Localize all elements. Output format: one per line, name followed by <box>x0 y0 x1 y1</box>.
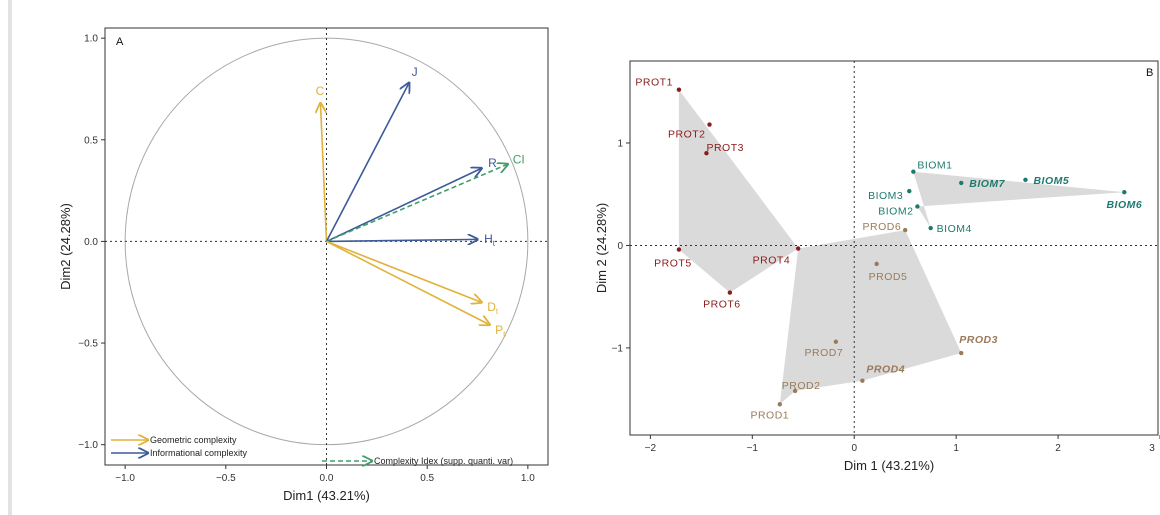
x-tick-label: −2 <box>645 443 657 454</box>
point-prot6 <box>727 290 733 295</box>
panel-b-axis-ticks: −2 −1 0 1 2 3 −1 0 1 <box>612 138 1160 454</box>
x-tick-label: −1 <box>747 443 759 454</box>
vector-label-ci: CI <box>513 152 525 166</box>
hull-biom <box>913 171 1125 228</box>
point-biom3 <box>907 188 912 194</box>
point-label-biom4: BIOM4 <box>937 223 972 235</box>
point-prot1 <box>676 87 682 92</box>
x-tick-label: 2 <box>1055 443 1061 454</box>
point-label-biom1: BIOM1 <box>917 160 952 172</box>
vector-ci <box>326 164 508 243</box>
point-label-prot3: PROT3 <box>706 142 744 154</box>
y-tick-label: 0 <box>617 241 623 252</box>
panel-a-y-axis-title: Dim2 (24.28%) <box>58 203 73 290</box>
point-prod5 <box>874 261 879 267</box>
y-tick-label: 0.5 <box>84 135 98 146</box>
panel-b-label: B <box>1146 67 1153 79</box>
legend-label-geometric: Geometric complexity <box>150 435 237 445</box>
point-biom7 <box>959 180 964 186</box>
y-tick-label: 0.0 <box>84 237 98 248</box>
x-tick-label: −1.0 <box>115 473 135 484</box>
point-label-biom5: BIOM5 <box>1033 175 1069 187</box>
legend-label-informational: Informational complexity <box>150 448 248 458</box>
panel-a-x-axis-title: Dim1 (43.21%) <box>283 488 370 503</box>
x-tick-label: 0 <box>851 443 857 454</box>
panel-b-x-axis-title: Dim 1 (43.21%) <box>844 458 934 473</box>
point-label-prot6: PROT6 <box>703 299 741 311</box>
point-prot2 <box>707 122 712 127</box>
point-label-prot1: PROT1 <box>635 77 673 89</box>
point-label-prod2: PROD2 <box>782 380 821 392</box>
point-prod7 <box>833 339 839 344</box>
vector-pt <box>326 240 490 324</box>
y-tick-label: 1 <box>617 138 623 149</box>
point-prot4 <box>795 246 801 251</box>
point-prod4 <box>860 378 865 383</box>
x-tick-label: 3 <box>1149 443 1155 454</box>
vector-label-ht: Ht <box>484 232 496 248</box>
point-prod6 <box>902 227 908 233</box>
y-tick-label: −0.5 <box>78 339 98 350</box>
point-label-prod4: PROD4 <box>866 364 905 376</box>
panel-a-correlation-circle: −1.0 −0.5 0.0 0.5 1.0 −1.0 −0.5 0.0 0.5 1.0 C J R CI… <box>58 27 549 503</box>
panel-b-y-axis-title: Dim 2 (24.28%) <box>594 203 609 293</box>
y-tick-label: −1 <box>612 343 624 354</box>
legend-label-supplementary: Complexity Idex (supp. quanti. var) <box>374 456 513 466</box>
point-label-prot5: PROT5 <box>654 258 692 270</box>
point-label-prod6: PROD6 <box>863 221 902 233</box>
point-biom6 <box>1122 189 1127 195</box>
panel-a-frame <box>104 27 549 466</box>
point-biom2 <box>915 204 920 209</box>
point-label-prot2: PROT2 <box>668 129 706 141</box>
point-label-biom6: BIOM6 <box>1106 199 1142 211</box>
panel-a-label: A <box>116 36 124 48</box>
point-label-prot4: PROT4 <box>753 255 791 267</box>
point-label-prod5: PROD5 <box>869 271 908 283</box>
panel-a-axis-ticks: −1.0 −0.5 0.0 0.5 1.0 −1.0 −0.5 0.0 0.5 1.0 <box>78 34 535 484</box>
point-prod3 <box>959 350 964 356</box>
vector-c <box>320 103 328 242</box>
point-prod2 <box>792 388 798 394</box>
point-biom1 <box>911 169 916 174</box>
point-prod1 <box>777 402 783 407</box>
panel-b-group-hulls <box>678 89 1125 405</box>
point-prot3 <box>704 151 709 156</box>
vector-label-r: R <box>488 156 497 170</box>
panel-b-reference-lines <box>630 61 1158 435</box>
x-tick-label: 1 <box>953 443 959 454</box>
vector-dt <box>326 240 482 302</box>
x-tick-label: 1.0 <box>521 473 535 484</box>
point-label-biom7: BIOM7 <box>969 178 1005 190</box>
point-label-prod1: PROD1 <box>750 409 789 421</box>
hull-prot <box>678 89 799 293</box>
page-left-edge <box>8 0 12 515</box>
panel-a-vectors: C J R CI Ht Dt Pt <box>316 65 525 339</box>
point-biom4 <box>928 225 933 231</box>
x-tick-label: 0.5 <box>420 473 434 484</box>
point-label-prod7: PROD7 <box>805 347 844 359</box>
panel-b-pca-individuals: −2 −1 0 1 2 3−101 PROT1PROT2PROT3PROT4PROT5PR… <box>594 60 1160 473</box>
x-tick-label: 0.0 <box>320 473 334 484</box>
point-label-prod3: PROD3 <box>959 334 998 346</box>
hull-prod <box>779 230 962 405</box>
point-biom5 <box>1023 177 1028 183</box>
vector-j <box>325 83 410 242</box>
panel-a-legend: Geometric complexity Informational comple… <box>111 435 513 466</box>
vector-ht <box>326 239 478 241</box>
point-label-biom3: BIOM3 <box>868 190 903 202</box>
vector-label-dt: Dt <box>487 300 499 316</box>
y-tick-label: 1.0 <box>84 34 98 45</box>
vector-r <box>326 168 482 243</box>
vector-label-j: J <box>412 65 418 79</box>
point-prot5 <box>676 247 682 252</box>
vector-label-pt: Pt <box>495 323 506 339</box>
point-label-biom2: BIOM2 <box>878 206 913 218</box>
y-tick-label: −1.0 <box>78 440 98 451</box>
vector-label-c: C <box>316 84 325 98</box>
x-tick-label: −0.5 <box>216 473 236 484</box>
